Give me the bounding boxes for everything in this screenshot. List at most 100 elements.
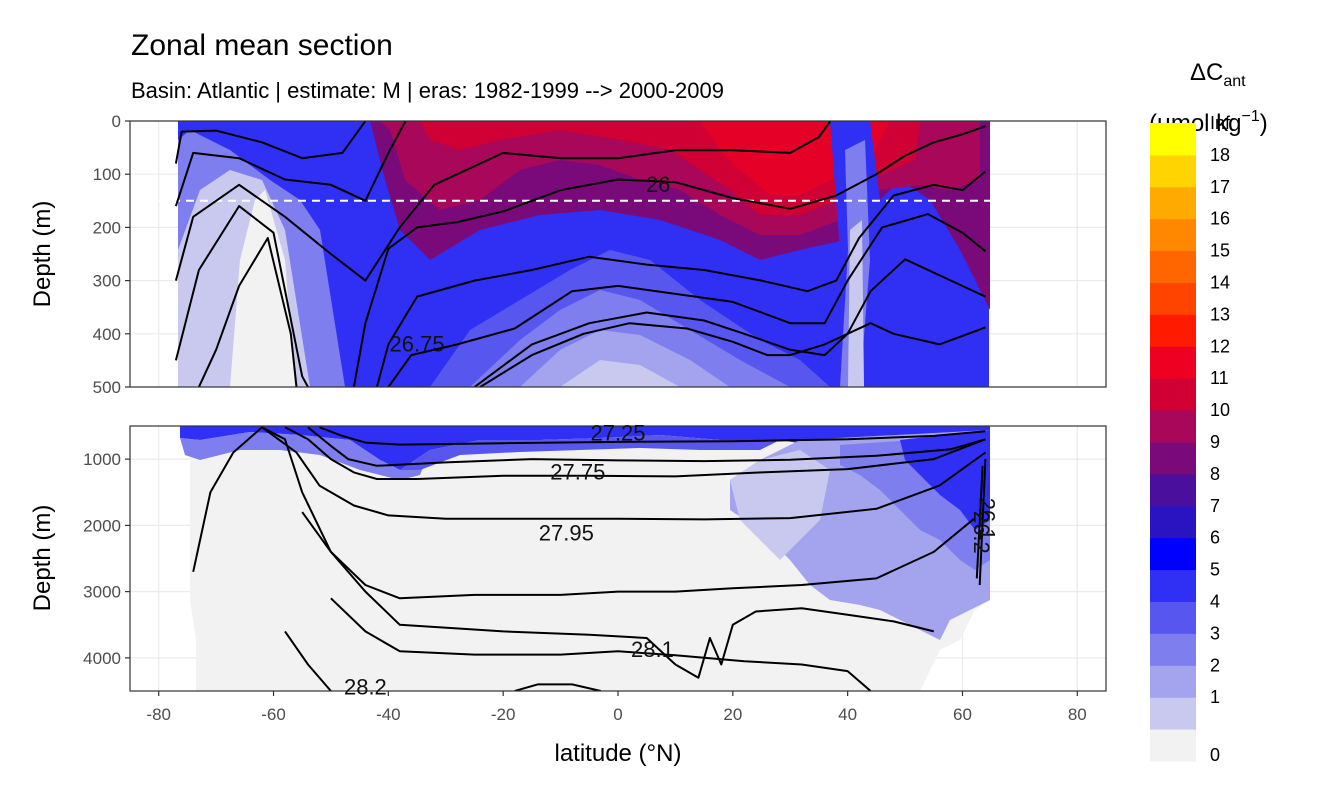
contour-line xyxy=(174,121,367,164)
x-tick-label: 20 xyxy=(723,705,742,724)
legend: ΔCant (μmol kg−1) 0123456789101112131415… xyxy=(1149,59,1268,765)
legend-key-label: 1 xyxy=(1210,687,1220,707)
x-axis-ticks: -80 -60 -40 -20 0 20 40 60 80 xyxy=(146,691,1087,724)
bottom-panel-y-ticks: 1000 2000 3000 4000 xyxy=(83,450,130,668)
legend-key-swatch xyxy=(1150,378,1196,411)
contour-line xyxy=(174,121,407,207)
x-axis-title: latitude (°N) xyxy=(555,740,682,767)
y-tick-label: 500 xyxy=(93,378,121,397)
y-tick-label: 2000 xyxy=(83,516,121,535)
legend-key-label: 9 xyxy=(1210,432,1220,452)
legend-key-label: 0 xyxy=(1210,745,1220,765)
x-tick-label: -20 xyxy=(491,705,516,724)
legend-key-label: 13 xyxy=(1210,304,1230,324)
contour-line xyxy=(192,426,935,679)
legend-key-label: 6 xyxy=(1210,528,1220,548)
legend-key-label: 18 xyxy=(1210,145,1230,165)
legend-unit-sup: −1 xyxy=(1242,108,1260,125)
legend-key-label: 4 xyxy=(1210,592,1220,612)
bottom-panel-contours xyxy=(192,426,987,691)
legend-title: ΔCant xyxy=(1190,59,1246,90)
contour-label: 26.75 xyxy=(390,331,445,356)
contour-line xyxy=(352,125,986,387)
legend-key-swatch xyxy=(1150,410,1196,443)
legend-key-swatch xyxy=(1150,218,1196,252)
legend-key-swatch xyxy=(1150,314,1196,347)
legend-key-swatch xyxy=(1150,633,1196,666)
y-tick-label: 100 xyxy=(93,165,121,184)
contour-line xyxy=(978,459,987,586)
y-tick-label: 300 xyxy=(93,272,121,291)
top-y-axis-title: Depth (m) xyxy=(29,201,56,308)
legend-key-swatch xyxy=(1150,569,1196,602)
legend-title-sub: ant xyxy=(1223,73,1246,90)
contour-labels: 26 26.75 27.25 27.75 27.95 28.1 28.2 26.226.1 xyxy=(344,172,1000,700)
y-tick-label: 200 xyxy=(93,218,121,237)
legend-key-label: 16 xyxy=(1210,209,1230,229)
legend-key-label: 7 xyxy=(1210,496,1220,516)
legend-key-swatch xyxy=(1150,473,1196,507)
contour-line xyxy=(284,426,986,480)
contour-label: 27.75 xyxy=(550,459,605,484)
top-panel-border xyxy=(129,120,1107,388)
y-tick-label: 3000 xyxy=(83,583,121,602)
legend-key-swatch xyxy=(1150,154,1196,188)
legend-key-label: 2 xyxy=(1210,655,1220,675)
legend-key-label: 14 xyxy=(1210,273,1230,293)
legend-key-swatch xyxy=(1150,601,1196,634)
contour-line xyxy=(284,630,332,691)
contour-line xyxy=(514,683,602,691)
legend-key-label: 8 xyxy=(1210,464,1220,484)
contour-line xyxy=(174,121,832,282)
contour-label: 28.1 xyxy=(631,637,674,662)
chart-title: Zonal mean section xyxy=(131,29,393,62)
contour-line xyxy=(330,597,872,691)
contour-label: 26.2 xyxy=(969,511,994,554)
top-panel: 0 100 200 300 400 500 Depth (m) xyxy=(29,112,1107,397)
chart-subtitle: Basin: Atlantic | estimate: M | eras: 19… xyxy=(131,78,724,103)
legend-key-swatch xyxy=(1150,186,1196,220)
top-panel-y-ticks: 0 100 200 300 400 500 xyxy=(93,112,130,397)
y-tick-label: 1000 xyxy=(83,450,121,469)
legend-key-label: 3 xyxy=(1210,623,1220,643)
contour-line xyxy=(301,511,975,600)
legend-key-swatch xyxy=(1150,729,1196,762)
legend-key-label: Inf xyxy=(1210,113,1231,133)
y-tick-label: 4000 xyxy=(83,649,121,668)
contour-line xyxy=(473,258,986,387)
legend-key-swatch xyxy=(1150,537,1196,571)
bottom-panel-field xyxy=(180,426,990,691)
contour-line xyxy=(375,170,987,387)
contour-label: 27.25 xyxy=(590,420,645,445)
legend-key-label: 10 xyxy=(1210,400,1230,420)
contour-line xyxy=(174,205,309,387)
legend-key-label: 17 xyxy=(1210,177,1230,197)
legend-unit-close: ) xyxy=(1260,110,1268,137)
contour-label: 28.2 xyxy=(344,675,387,700)
legend-key-swatch xyxy=(1150,505,1196,539)
contour-label: 26.1 xyxy=(975,498,1000,541)
y-tick-label: 0 xyxy=(112,112,121,131)
legend-key-swatch xyxy=(1150,250,1196,283)
x-tick-label: 80 xyxy=(1068,705,1087,724)
legend-key-label: 15 xyxy=(1210,241,1230,261)
legend-key-label: 11 xyxy=(1210,368,1229,388)
contour-line xyxy=(197,237,298,387)
legend-key-swatch xyxy=(1150,123,1196,156)
x-tick-label: 0 xyxy=(613,705,622,724)
contour-line xyxy=(479,322,986,387)
contour-label: 26 xyxy=(646,172,670,197)
contour-label: 27.95 xyxy=(539,520,594,545)
legend-key-swatch xyxy=(1150,665,1196,698)
x-tick-label: 60 xyxy=(953,705,972,724)
contour-line xyxy=(261,426,986,521)
x-tick-label: -60 xyxy=(261,705,286,724)
contour-line xyxy=(319,426,986,446)
legend-title-main: ΔC xyxy=(1190,59,1223,86)
y-tick-label: 400 xyxy=(93,325,121,344)
bottom-panel: 1000 2000 3000 4000 Depth (m) xyxy=(29,425,1107,692)
legend-key-swatch xyxy=(1150,442,1196,475)
contour-line xyxy=(307,426,986,467)
top-panel-contours xyxy=(174,121,987,387)
